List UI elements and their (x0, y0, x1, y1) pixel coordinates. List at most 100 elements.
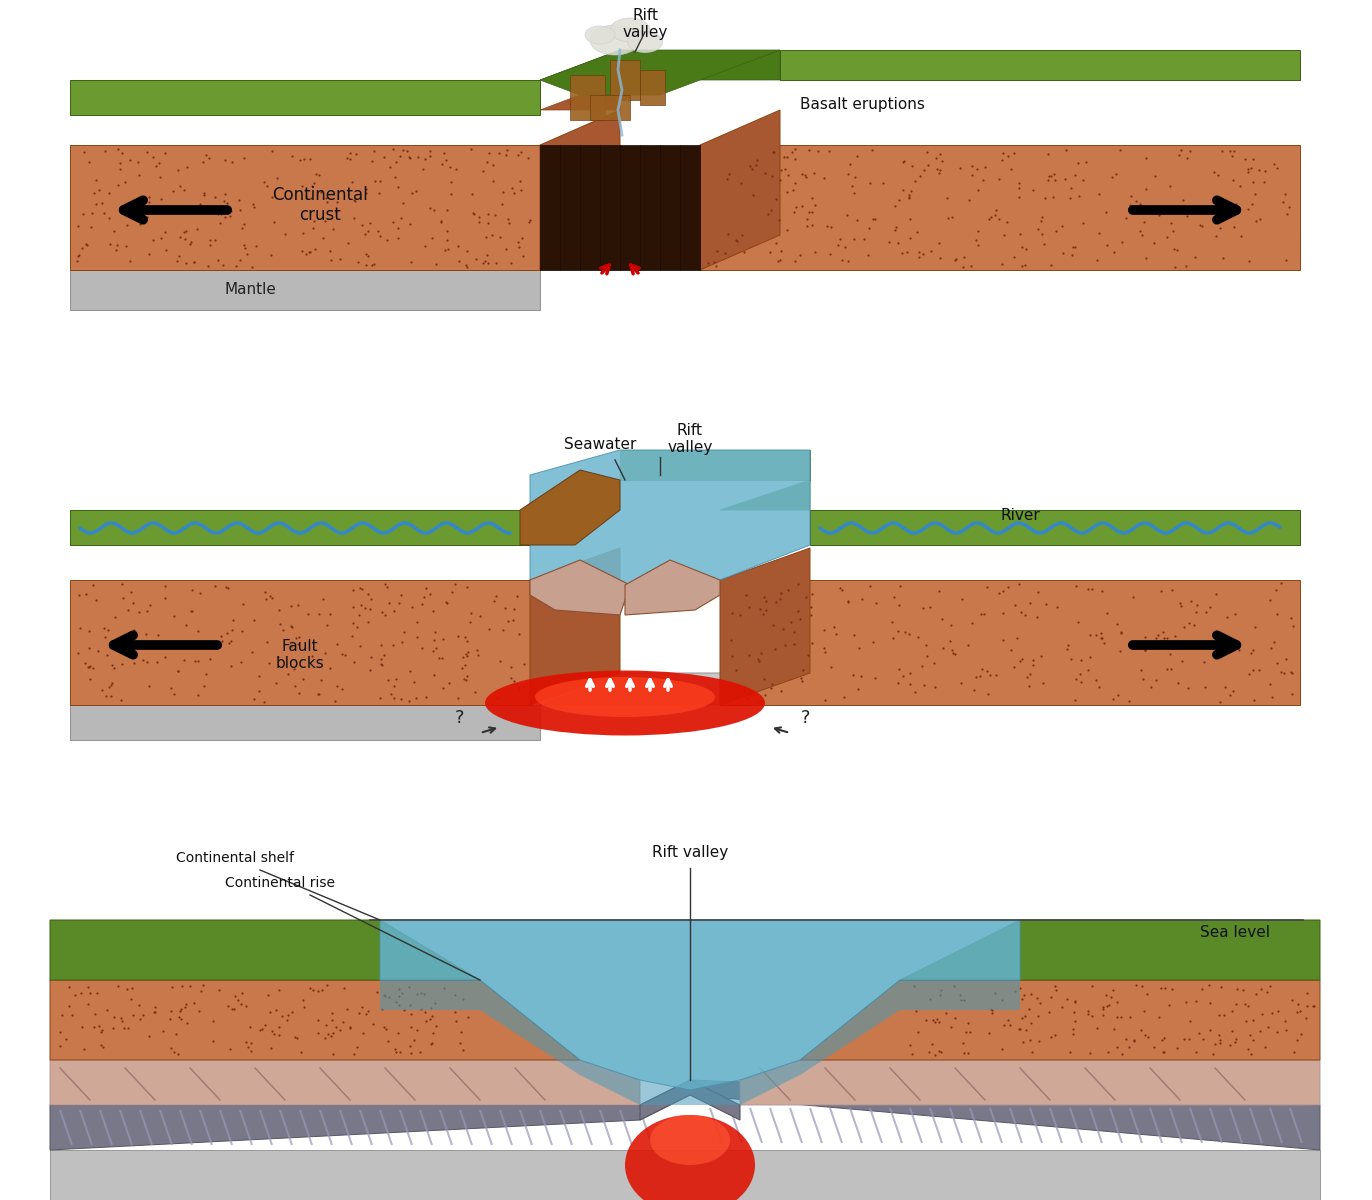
Point (1010, 652, 1032, 671)
Point (1092, 1006, 1114, 1025)
Point (502, 610, 524, 629)
Point (174, 229, 196, 248)
Point (457, 642, 479, 661)
Point (464, 682, 486, 701)
Point (1122, 1032, 1144, 1051)
Point (960, 613, 982, 632)
Point (1118, 691, 1140, 710)
Point (370, 635, 392, 654)
Point (439, 157, 461, 176)
Point (1063, 1002, 1085, 1021)
Point (840, 155, 862, 174)
Polygon shape (520, 470, 620, 545)
Point (949, 990, 971, 1009)
Point (1098, 1042, 1120, 1061)
Point (78, 658, 100, 677)
Point (899, 186, 921, 205)
Point (506, 233, 528, 252)
Point (99, 677, 121, 696)
Point (258, 653, 280, 672)
Point (462, 204, 484, 223)
Point (421, 641, 443, 660)
Point (763, 143, 785, 162)
Point (173, 222, 195, 241)
Point (350, 595, 372, 614)
Point (423, 1024, 445, 1043)
Point (476, 246, 498, 265)
Point (508, 145, 530, 164)
Point (1100, 988, 1122, 1007)
Point (900, 209, 922, 228)
Point (320, 241, 342, 260)
Point (453, 989, 475, 1008)
Point (1021, 1014, 1043, 1033)
Point (973, 605, 995, 624)
Point (414, 1012, 436, 1031)
Point (510, 181, 532, 200)
Point (1264, 632, 1286, 652)
Point (384, 168, 406, 187)
Point (292, 997, 314, 1016)
Point (1281, 684, 1303, 703)
Point (770, 241, 792, 260)
Point (819, 658, 841, 677)
Point (439, 674, 461, 694)
Point (366, 983, 388, 1002)
Point (1011, 257, 1033, 276)
Point (1037, 1002, 1059, 1021)
Point (292, 223, 314, 242)
Point (343, 1045, 365, 1064)
Point (217, 578, 239, 598)
Polygon shape (49, 1080, 690, 1150)
Point (195, 145, 217, 164)
Point (1235, 994, 1257, 1013)
Point (236, 1038, 258, 1057)
Point (355, 245, 377, 264)
Point (1173, 1030, 1195, 1049)
Point (509, 624, 531, 643)
Point (343, 208, 365, 227)
Point (1194, 677, 1216, 696)
Point (1151, 1030, 1173, 1049)
Point (80, 217, 102, 236)
Point (488, 143, 510, 162)
Point (327, 635, 348, 654)
Point (447, 626, 469, 646)
Point (1283, 617, 1305, 636)
Point (450, 1022, 472, 1042)
Point (1214, 678, 1236, 697)
Point (91, 1020, 113, 1039)
Point (457, 241, 479, 260)
Ellipse shape (484, 671, 766, 736)
Point (317, 193, 339, 212)
Point (911, 245, 933, 264)
Point (1107, 685, 1129, 704)
Point (329, 1020, 351, 1039)
Point (150, 190, 172, 209)
Point (1008, 187, 1030, 206)
Point (387, 178, 409, 197)
Point (289, 150, 311, 169)
Text: ?: ? (456, 709, 465, 727)
Point (476, 204, 498, 223)
Point (64, 985, 86, 1004)
Point (169, 246, 191, 265)
Point (484, 205, 506, 224)
Point (181, 601, 203, 620)
Point (58, 996, 80, 1015)
Point (921, 1034, 943, 1054)
Point (343, 653, 365, 672)
Point (479, 619, 501, 638)
Point (803, 163, 825, 182)
Point (774, 635, 796, 654)
Polygon shape (720, 580, 1301, 704)
Point (836, 205, 858, 224)
Point (139, 1026, 161, 1045)
Point (187, 652, 209, 671)
Point (307, 685, 329, 704)
Point (1104, 164, 1126, 184)
Point (1231, 226, 1253, 245)
Point (884, 197, 906, 216)
Point (1180, 1012, 1202, 1031)
Point (49, 1022, 71, 1042)
